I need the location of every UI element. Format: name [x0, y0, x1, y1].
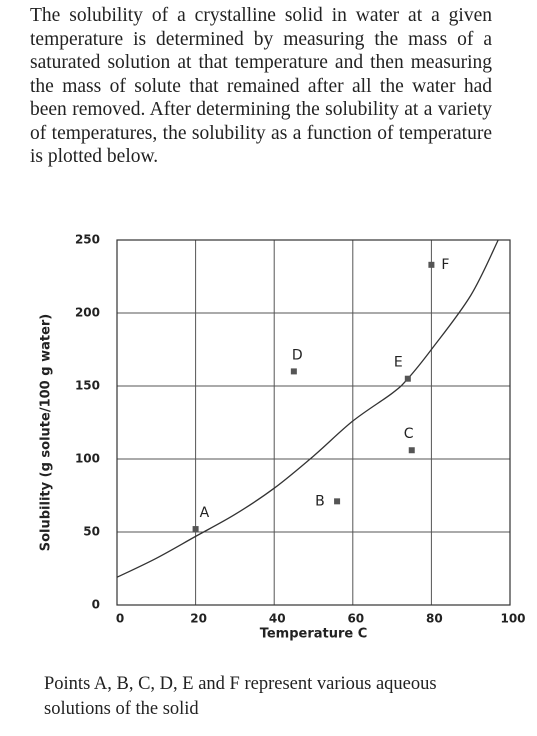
- data-point: [192, 526, 199, 533]
- point-label: B: [315, 493, 325, 509]
- data-point: [408, 447, 415, 454]
- point-label: E: [394, 355, 403, 371]
- point-label: A: [200, 505, 210, 521]
- point-label: D: [292, 347, 303, 363]
- point-label: C: [404, 426, 414, 442]
- y-tick-label: 0: [92, 598, 100, 612]
- caption: Points A, B, C, D, E and F represent var…: [44, 674, 437, 719]
- data-point: [404, 375, 411, 382]
- x-axis-title: Temperature C: [260, 627, 368, 642]
- x-tick-label: 0: [116, 612, 124, 626]
- solubility-curve: [116, 239, 499, 578]
- point-label: F: [441, 257, 449, 273]
- y-tick-label: 100: [75, 452, 100, 466]
- x-tick-label: 20: [190, 612, 207, 626]
- x-tick-label: 100: [500, 612, 525, 626]
- plot-frame: [116, 239, 511, 606]
- x-tick-label: 40: [269, 612, 286, 626]
- data-point: [334, 498, 341, 505]
- data-point: [290, 368, 297, 375]
- y-tick-label: 150: [75, 379, 100, 393]
- x-tick-label: 60: [347, 612, 364, 626]
- intro-paragraph: The solubility of a crystalline solid in…: [30, 5, 492, 167]
- data-point: [428, 261, 435, 268]
- chart: 0 50 100 150 200 250 0 20 40 60 80 100 Temperature C…: [39, 233, 526, 642]
- y-tick-label: 200: [75, 306, 100, 320]
- y-tick-label: 250: [75, 233, 100, 247]
- x-tick-label: 80: [426, 612, 443, 626]
- y-tick-label: 50: [83, 525, 100, 539]
- y-axis-title: Solubility (g solute/100 g water): [39, 314, 54, 552]
